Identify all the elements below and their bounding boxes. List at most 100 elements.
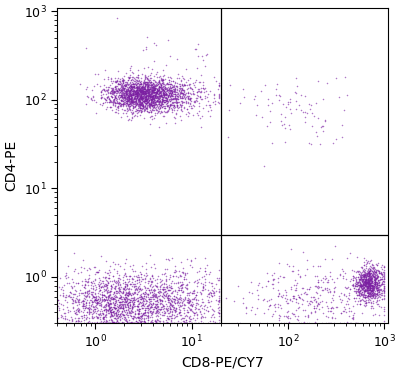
Point	[106, 303, 112, 309]
Point	[103, 309, 110, 315]
Point	[95, 320, 102, 326]
Point	[79, 315, 86, 321]
Point	[120, 320, 126, 326]
Point	[100, 320, 107, 326]
Point	[145, 79, 151, 85]
Point	[120, 95, 126, 101]
Point	[365, 284, 371, 290]
Point	[46, 308, 53, 314]
Point	[368, 277, 374, 283]
Point	[126, 95, 132, 101]
Point	[261, 163, 267, 169]
Point	[182, 302, 188, 308]
Point	[369, 279, 375, 285]
Point	[178, 297, 185, 303]
Point	[82, 276, 88, 282]
Point	[83, 312, 89, 318]
Point	[132, 290, 138, 296]
Point	[378, 276, 384, 282]
Point	[138, 106, 145, 112]
Point	[176, 310, 183, 316]
Point	[365, 283, 372, 289]
Point	[172, 91, 178, 97]
Point	[364, 272, 370, 278]
Point	[376, 279, 382, 285]
Point	[118, 82, 124, 88]
Point	[135, 90, 141, 96]
Point	[183, 320, 190, 326]
Point	[161, 102, 168, 108]
Point	[117, 79, 124, 85]
Point	[215, 317, 222, 323]
Point	[135, 102, 142, 108]
Point	[126, 289, 132, 295]
Point	[142, 266, 149, 272]
Point	[111, 295, 118, 301]
Point	[145, 317, 152, 323]
Point	[146, 79, 152, 85]
Point	[114, 320, 121, 326]
Point	[150, 100, 156, 106]
Point	[169, 84, 176, 90]
Point	[152, 87, 158, 93]
Point	[156, 86, 162, 92]
Point	[186, 315, 192, 321]
Point	[160, 87, 166, 93]
Point	[282, 287, 288, 293]
Point	[101, 292, 107, 298]
Point	[138, 95, 144, 101]
Point	[116, 320, 122, 326]
Point	[151, 92, 158, 98]
Point	[93, 297, 100, 303]
Point	[127, 281, 134, 287]
Point	[292, 296, 299, 302]
Point	[366, 283, 372, 289]
Point	[134, 107, 140, 113]
Point	[134, 94, 141, 100]
Point	[140, 95, 147, 101]
Point	[211, 292, 217, 298]
Point	[173, 97, 179, 103]
Point	[134, 291, 140, 297]
Point	[361, 291, 368, 297]
Point	[341, 107, 347, 113]
Point	[92, 320, 98, 326]
Point	[150, 83, 156, 89]
Point	[150, 102, 157, 108]
Point	[366, 293, 373, 299]
Point	[158, 82, 164, 88]
Point	[156, 85, 163, 91]
Point	[360, 266, 367, 272]
Point	[137, 320, 143, 326]
Point	[374, 301, 380, 307]
Point	[376, 291, 382, 297]
Point	[134, 320, 140, 326]
Point	[363, 300, 369, 306]
Point	[165, 107, 171, 113]
Point	[122, 85, 128, 91]
Point	[180, 90, 186, 96]
Point	[120, 320, 127, 326]
Point	[124, 96, 130, 102]
Point	[368, 288, 374, 294]
Point	[351, 275, 358, 281]
Point	[370, 266, 376, 272]
Point	[153, 79, 159, 85]
Point	[98, 302, 104, 308]
Point	[315, 279, 321, 285]
Point	[184, 86, 190, 92]
Point	[132, 89, 138, 95]
Point	[126, 297, 133, 303]
Point	[370, 305, 376, 311]
Point	[126, 89, 132, 95]
Point	[103, 294, 109, 300]
Point	[200, 79, 207, 85]
Point	[210, 307, 216, 313]
Point	[130, 309, 137, 315]
Point	[126, 76, 132, 82]
Point	[342, 285, 349, 291]
Point	[98, 297, 105, 303]
Point	[366, 282, 372, 288]
Point	[134, 94, 140, 99]
Point	[107, 99, 113, 105]
